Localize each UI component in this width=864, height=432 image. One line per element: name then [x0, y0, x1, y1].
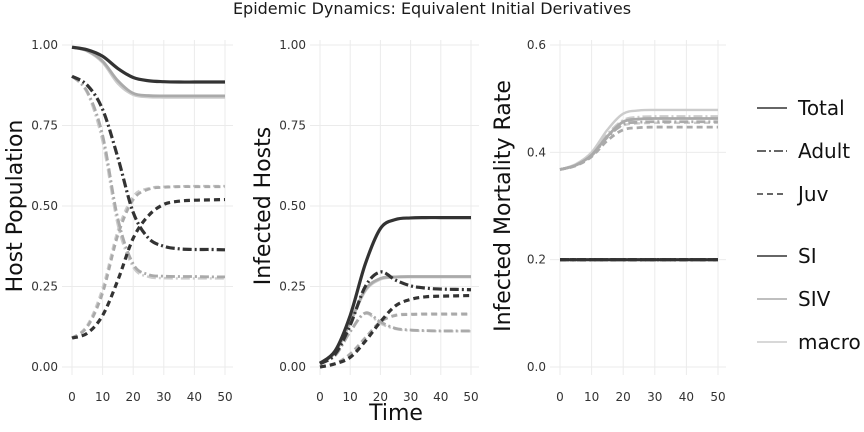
series-line-si-total [318, 215, 471, 365]
x-tick-label: 40 [433, 390, 448, 404]
x-tick-label: 50 [463, 390, 478, 404]
x-tick-label: 0 [556, 390, 564, 404]
series-line-macro-juv [559, 121, 718, 171]
y-tick-label: 0.2 [527, 253, 546, 267]
series-line-macro-total [319, 275, 471, 365]
y-tick-label: 0.25 [279, 280, 306, 294]
series-line-siv-juv [71, 185, 225, 340]
x-tick-label: 40 [679, 390, 694, 404]
x-tick-label: 0 [68, 390, 76, 404]
y-axis-label: Infected Hosts [251, 127, 276, 285]
x-tick-label: 50 [710, 390, 725, 404]
y-tick-label: 0.00 [31, 360, 58, 374]
x-tick-label: 20 [373, 390, 388, 404]
x-tick-label: 30 [403, 390, 418, 404]
y-tick-label: 0.0 [527, 360, 546, 374]
series-line-si-adult [71, 74, 226, 252]
panel-3: 0.0 0.2 0.4 0.6 0 10 20 30 40 50 Infected Mortalit… [491, 38, 726, 404]
x-tick-label: 30 [156, 390, 171, 404]
x-tick-label: 10 [584, 390, 599, 404]
x-tick-label: 10 [95, 390, 110, 404]
legend-label-macro: macro [798, 330, 861, 354]
series-line-si-total [71, 45, 225, 84]
y-tick-label: 0.4 [527, 145, 546, 159]
legend-label-siv: SIV [798, 287, 831, 311]
series-line-siv-total [319, 275, 471, 365]
series-line-siv-juv [319, 312, 471, 369]
y-tick-label: 0.50 [31, 199, 58, 213]
x-tick-label: 40 [187, 390, 202, 404]
x-axis-label: Time [368, 401, 423, 426]
x-tick-label: 30 [647, 390, 662, 404]
series-line-siv-adult [319, 311, 471, 366]
y-tick-label: 0.25 [31, 280, 58, 294]
x-tick-label: 20 [126, 390, 141, 404]
panel-2: 0.00 0.25 0.50 0.75 1.00 0 10 20 30 40 50 Infected … [251, 38, 479, 404]
y-tick-label: 1.00 [279, 38, 306, 52]
legend-label-si: SI [798, 244, 817, 268]
y-tick-label: 0.50 [279, 199, 306, 213]
series-line-macro-adult [71, 75, 225, 280]
y-tick-label: 1.00 [31, 38, 58, 52]
x-tick-label: 50 [217, 390, 232, 404]
x-tick-label: 20 [616, 390, 631, 404]
series-line-siv-adult [71, 75, 226, 279]
chart-title: Epidemic Dynamics: Equivalent Initial De… [233, 0, 631, 18]
series-line-si-adult [319, 270, 472, 366]
y-tick-label: 0.6 [527, 38, 546, 52]
series-line-siv-adult [559, 120, 718, 171]
x-tick-label: 10 [343, 390, 358, 404]
legend-label-adult: Adult [798, 139, 850, 163]
series-line-si-juv [319, 293, 472, 369]
y-tick-label: 0.75 [31, 119, 58, 133]
series-line-siv-juv [559, 125, 718, 171]
y-axis-label: Host Population [3, 120, 28, 293]
x-tick-label: 0 [316, 390, 324, 404]
panel-1: 0.00 0.25 0.50 0.75 1.00 0 10 20 30 40 50 Host Popu… [3, 38, 233, 404]
legend-label-juv: Juv [796, 182, 829, 206]
series-line-si-juv [71, 197, 226, 340]
y-tick-label: 0.75 [279, 119, 306, 133]
y-tick-label: 0.00 [279, 360, 306, 374]
y-axis-label: Infected Mortality Rate [491, 80, 516, 332]
legend: Total Adult Juv SI SIV macro [757, 96, 861, 354]
series-line-siv-total [71, 45, 225, 98]
legend-label-total: Total [797, 96, 845, 120]
